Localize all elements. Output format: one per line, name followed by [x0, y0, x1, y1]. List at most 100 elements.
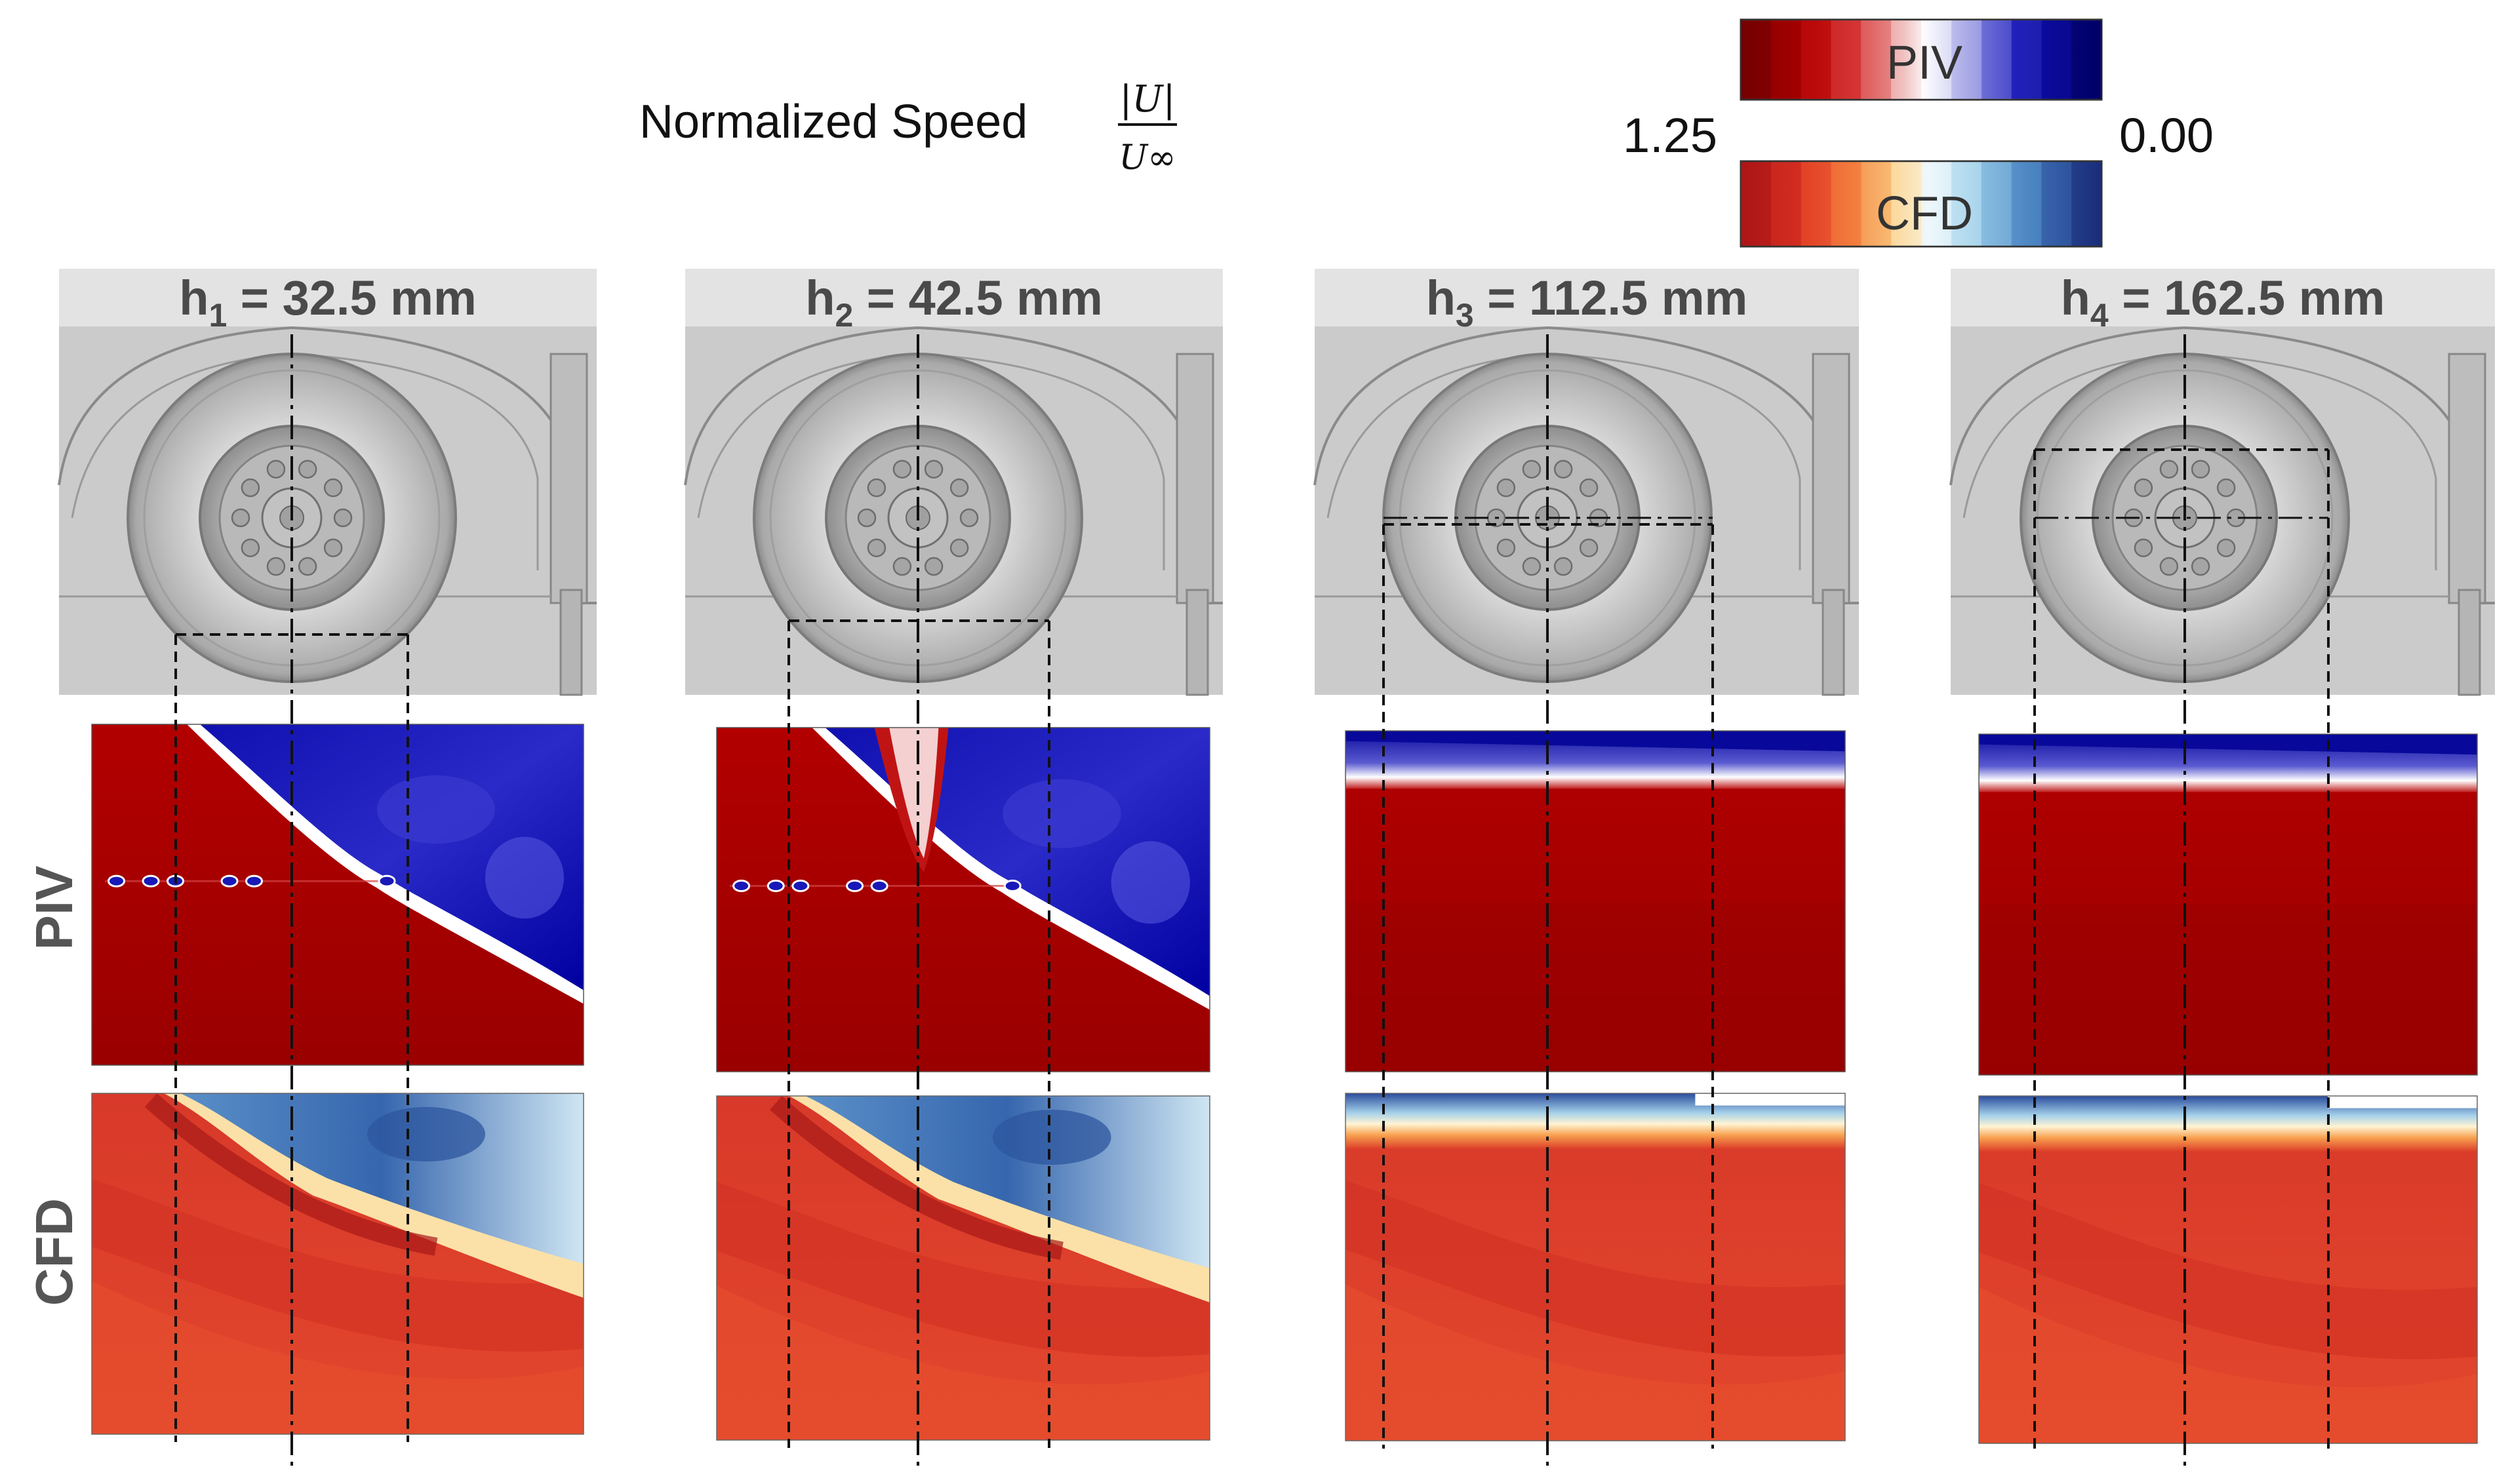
- panel-title: h4 = 162.5 mm: [2061, 271, 2385, 334]
- colorbar-swatch: [2071, 20, 2102, 99]
- cfd-contour-band: [92, 1281, 584, 1434]
- piv-colorbar: PIV: [1740, 18, 2103, 101]
- piv-notch-edge: [889, 728, 939, 859]
- piv-artifact-spot: [142, 874, 160, 888]
- piv-top-edge: [1345, 731, 1845, 752]
- wheel-arch: [684, 326, 1223, 604]
- colorbar-swatch: [1981, 20, 2012, 99]
- lug-nut: [949, 478, 969, 498]
- colorbar-swatch: [1861, 162, 1892, 246]
- lug-nut: [266, 459, 286, 479]
- cfd-contour-band: [717, 1182, 1210, 1357]
- wheel-render: [1949, 269, 2495, 696]
- cfd-field-frame: [1345, 1093, 1846, 1441]
- colorbar-swatch: [1921, 20, 1952, 99]
- piv-field-frame: [716, 727, 1210, 1072]
- side-step: [1812, 353, 1850, 604]
- speed-formula: |U| U∞: [1118, 78, 1177, 178]
- colorbar-swatch: [1741, 20, 1772, 99]
- legend-title: Normalized Speed: [639, 96, 1027, 148]
- lug-nut: [1553, 556, 1573, 576]
- cfd-wake-core: [367, 1106, 485, 1162]
- cfd-top-gap: [1695, 1093, 1845, 1106]
- cfd-field: [1345, 1093, 1846, 1441]
- row-label-cfd: CFD: [25, 1198, 83, 1306]
- panel-title: h2 = 42.5 mm: [805, 271, 1103, 334]
- piv-artifact-spot: [108, 874, 125, 888]
- panel-title-subscript: 2: [835, 297, 853, 334]
- cfd-colorbar-label: CFD: [1876, 187, 1973, 240]
- colorbar-swatch: [1861, 20, 1892, 99]
- lug-nut: [959, 508, 979, 528]
- panel-title-subscript: 4: [2090, 297, 2109, 334]
- panel-title-subscript: 3: [1456, 297, 1474, 334]
- lug-nut: [241, 538, 260, 558]
- piv-artifact-spot: [245, 874, 263, 888]
- lug-nut: [231, 508, 250, 528]
- lug-nut: [892, 556, 912, 576]
- cfd-top-gap: [2328, 1096, 2477, 1108]
- header-band: [685, 269, 1223, 326]
- lug-nut: [333, 508, 353, 528]
- piv-lower-region: [1345, 901, 1845, 1072]
- lug-nut: [867, 538, 886, 558]
- piv-field-frame: [1978, 733, 2478, 1076]
- lug-nut: [1579, 478, 1599, 498]
- piv-field: [91, 724, 584, 1066]
- panel-title-subscript: 1: [209, 297, 227, 334]
- panel-title-value: = 112.5 mm: [1474, 271, 1748, 325]
- side-step: [549, 353, 588, 604]
- colorbar-swatch: [1891, 20, 1922, 99]
- piv-artifact-spot: [870, 880, 888, 892]
- colorbar-swatch: [2041, 162, 2072, 246]
- wheel-render: [684, 269, 1223, 696]
- lug-nut: [1522, 556, 1542, 576]
- piv-wake-patch: [1003, 779, 1121, 848]
- lug-nut: [2134, 538, 2153, 558]
- colorbar-min-label: 0.00: [2119, 108, 2214, 163]
- wheel-arch: [58, 326, 597, 604]
- lug-nut: [1496, 538, 1516, 558]
- piv-field: [716, 727, 1210, 1072]
- piv-artifact-spot: [846, 880, 864, 892]
- panel-title: h1 = 32.5 mm: [179, 271, 477, 334]
- panel-3: h3 = 112.5 mm: [1313, 269, 1859, 1472]
- piv-top-edge: [1979, 734, 2477, 755]
- panel-title-prefix: h: [1426, 271, 1456, 325]
- panel-title-prefix: h: [2061, 271, 2090, 325]
- colorbar-swatch: [1951, 20, 1982, 99]
- lug-nut: [2191, 459, 2210, 479]
- colorbar-swatch: [1981, 162, 2012, 246]
- piv-artifact-spot: [1003, 880, 1022, 892]
- mudflap-bracket: [2458, 589, 2481, 696]
- lug-nut: [298, 556, 317, 576]
- cfd-field-frame: [716, 1095, 1210, 1441]
- piv-artifact-spot: [220, 874, 239, 888]
- cfd-field: [1978, 1095, 2478, 1444]
- colorbar-swatch: [2041, 20, 2072, 99]
- cfd-colorbar: CFD: [1740, 160, 2103, 248]
- cfd-contour-band: [769, 1096, 1064, 1260]
- panel-4: h4 = 162.5 mm: [1949, 269, 2495, 1472]
- piv-lower-region: [1979, 905, 2477, 1075]
- side-step: [2448, 353, 2486, 604]
- panel-title-value: = 42.5 mm: [853, 271, 1103, 325]
- cfd-wake-core: [993, 1110, 1111, 1165]
- colorbar-swatch: [2011, 162, 2042, 246]
- lug-nut: [2159, 556, 2179, 576]
- lug-nut: [2159, 459, 2179, 479]
- cfd-field-frame: [1978, 1095, 2478, 1444]
- colorbar-swatch: [2071, 162, 2102, 246]
- mudflap-bracket: [559, 589, 583, 696]
- lug-nut: [1553, 459, 1573, 479]
- mudflap-bracket: [1185, 589, 1209, 696]
- lug-nut: [892, 459, 912, 479]
- piv-field-frame: [91, 724, 584, 1066]
- panels: h1 = 32.5 mm h2 = 42.5 mm h3 = 112.5 mm h4 …: [58, 269, 2495, 1472]
- colorbar-swatch: [1801, 162, 1832, 246]
- lug-nut: [924, 556, 944, 576]
- lug-nut: [949, 538, 969, 558]
- cfd-contour-band: [92, 1179, 584, 1352]
- piv-colorbar-label: PIV: [1886, 37, 1962, 89]
- cfd-contour-band: [1979, 1182, 2477, 1359]
